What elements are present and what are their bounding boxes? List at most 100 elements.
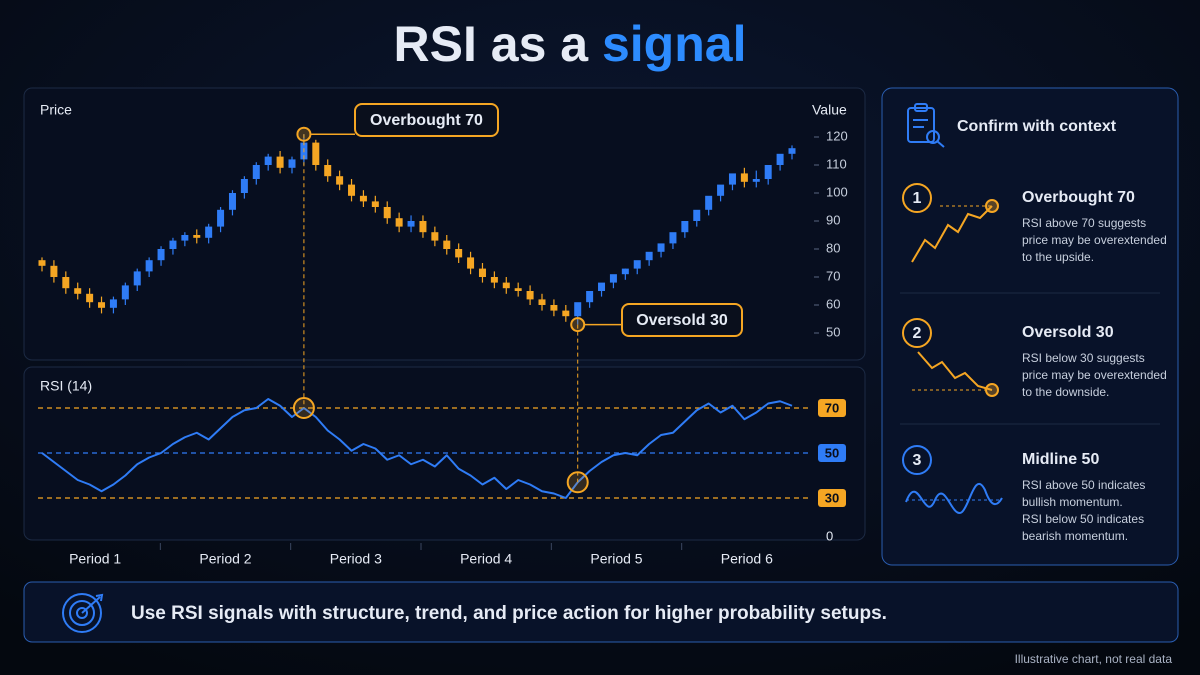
- y-tick-label: 50: [826, 324, 840, 339]
- mini-overbought: [911, 199, 999, 263]
- step-number: 1: [913, 190, 922, 207]
- item-line: price may be overextended: [1022, 233, 1167, 247]
- candle-body: [62, 277, 70, 289]
- y-tick-label: 120: [826, 128, 848, 143]
- step-circle: [902, 318, 932, 348]
- candle-body: [776, 153, 784, 165]
- candle-body: [109, 299, 117, 308]
- candle-body: [383, 207, 391, 219]
- candle-body: [693, 209, 701, 221]
- rsi-line: [41, 398, 793, 499]
- callout-text: Overbought 70: [370, 112, 483, 129]
- x-tick-label: Period 4: [460, 551, 512, 567]
- step-circle: [902, 445, 932, 475]
- value-label: Value: [812, 102, 847, 118]
- step-circle: [902, 183, 932, 213]
- title-highlight: signal: [602, 16, 746, 72]
- item-line: to the downside.: [1022, 385, 1109, 399]
- candle-body: [240, 179, 248, 193]
- item-line: RSI above 50 indicates: [1022, 478, 1145, 492]
- item-title: Midline 50: [1022, 451, 1099, 468]
- candle-body: [431, 232, 439, 241]
- candle-body: [764, 165, 772, 179]
- candle-body: [478, 268, 486, 277]
- x-tick-label: Period 1: [69, 551, 121, 567]
- candle-body: [50, 265, 58, 277]
- candle-body: [467, 257, 475, 269]
- side-title: Confirm with context: [957, 118, 1117, 135]
- highlight: [570, 317, 586, 333]
- candle-body: [324, 165, 332, 177]
- candle-body: [609, 274, 617, 283]
- x-tick-label: Period 6: [721, 551, 773, 567]
- level-label: 30: [825, 490, 839, 505]
- candle-body: [443, 240, 451, 249]
- candle-body: [419, 221, 427, 233]
- candle-body: [395, 218, 403, 227]
- candle-body: [228, 193, 236, 210]
- item-line: bullish momentum.: [1022, 495, 1123, 509]
- title-main: RSI as a: [394, 16, 590, 72]
- candle-body: [717, 184, 725, 196]
- step-number: 2: [913, 325, 922, 342]
- candle-body: [455, 249, 463, 258]
- candle-body: [276, 156, 284, 168]
- zero-label: 0: [826, 528, 833, 543]
- candle-body: [157, 249, 165, 261]
- candle-body: [705, 195, 713, 210]
- page-title: RSI as a signal: [394, 16, 747, 72]
- price-panel: [23, 87, 866, 361]
- item-line: to the upside.: [1022, 250, 1094, 264]
- footer-text: Use RSI signals with structure, trend, a…: [131, 603, 887, 624]
- candle-body: [669, 232, 677, 244]
- candle-body: [526, 291, 534, 300]
- price-label: Price: [40, 102, 72, 118]
- candle-body: [133, 271, 141, 286]
- candle-body: [98, 302, 106, 308]
- candle-body: [752, 179, 760, 182]
- item-title: Overbought 70: [1022, 189, 1135, 206]
- x-tick-label: Period 3: [330, 551, 382, 567]
- clipboard-icon: [907, 103, 945, 148]
- highlight: [296, 126, 312, 142]
- rsi-label: RSI (14): [40, 378, 92, 394]
- level-label: 70: [825, 400, 839, 415]
- level-label: 50: [825, 445, 839, 460]
- y-tick-label: 110: [826, 156, 847, 171]
- side-panel: [881, 87, 1179, 566]
- candle-body: [86, 293, 94, 303]
- candle-body: [788, 148, 796, 154]
- item-line: RSI below 30 suggests: [1022, 351, 1145, 365]
- candle-body: [681, 221, 689, 233]
- target-icon: [62, 593, 104, 633]
- candle-body: [645, 251, 653, 261]
- item-line: RSI below 50 indicates: [1022, 512, 1144, 526]
- candle-body: [574, 302, 582, 317]
- candle-body: [38, 260, 46, 266]
- candle-body: [336, 176, 344, 185]
- callout-box: [621, 303, 743, 337]
- candle-body: [169, 240, 177, 249]
- callout-text: Oversold 30: [636, 312, 728, 329]
- candle-body: [217, 209, 225, 227]
- candle-body: [586, 291, 594, 303]
- footer-box: [23, 581, 1179, 643]
- candle-body: [181, 235, 189, 241]
- candle-body: [312, 142, 320, 165]
- note: Illustrative chart, not real data: [1015, 652, 1173, 666]
- level-badge: [818, 489, 846, 507]
- candle-body: [728, 173, 736, 185]
- item-title: Oversold 30: [1022, 324, 1114, 341]
- candle-body: [288, 159, 296, 168]
- candle-body: [145, 260, 153, 272]
- y-tick-label: 70: [826, 268, 840, 283]
- candle-body: [502, 282, 510, 289]
- candle-body: [193, 235, 201, 238]
- candle-body: [205, 226, 213, 238]
- x-tick-label: Period 2: [199, 551, 251, 567]
- candle-body: [740, 173, 748, 182]
- candle-body: [550, 305, 558, 311]
- candle-body: [74, 288, 82, 294]
- x-tick-label: Period 5: [590, 551, 642, 567]
